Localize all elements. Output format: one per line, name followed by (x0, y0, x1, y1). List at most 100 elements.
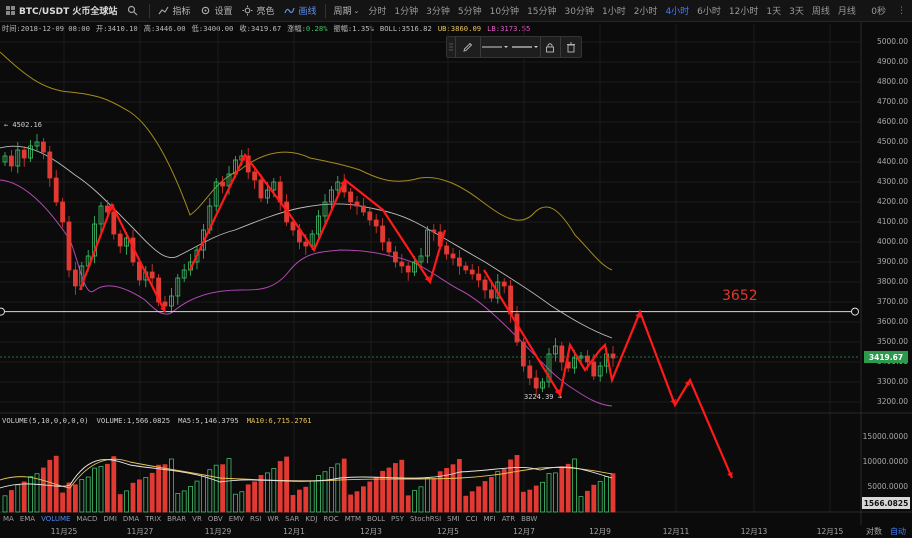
volume-bar (488, 476, 494, 513)
period-6[interactable]: 30分钟 (564, 7, 594, 17)
period-9[interactable]: 4小时 (665, 7, 690, 17)
period-0[interactable]: 分时 (368, 7, 387, 17)
date-tick: 12月11 (662, 527, 690, 536)
indicator-tab-atr[interactable]: ATR (501, 515, 516, 523)
indicator-tab-ema[interactable]: EMA (19, 515, 36, 523)
period-14[interactable]: 周线 (811, 7, 830, 17)
period-3[interactable]: 5分钟 (457, 7, 482, 17)
indicator-tab-dmi[interactable]: DMI (103, 515, 117, 523)
candle-body (533, 377, 539, 389)
indicator-tab-rsi[interactable]: RSI (249, 515, 262, 523)
indicator-tab-psy[interactable]: PSY (391, 515, 404, 523)
indicator-tab-ma[interactable]: MA (3, 515, 14, 523)
settings-button[interactable]: 设置 (195, 0, 237, 22)
period-7[interactable]: 1小时 (601, 7, 626, 17)
indicator-tab-macd[interactable]: MACD (76, 515, 98, 523)
lock-button[interactable] (541, 37, 561, 57)
indicator-tab-roc[interactable]: ROC (323, 515, 339, 523)
period-4[interactable]: 10分钟 (489, 7, 520, 17)
volume-bar (73, 484, 78, 513)
line-style-dropdown[interactable] (480, 37, 510, 57)
candle-body (15, 149, 21, 167)
volume-bar (143, 476, 149, 513)
volume-bar (188, 485, 194, 513)
indicator-tab-boll[interactable]: BOLL (367, 515, 386, 523)
indicator-tab-smi[interactable]: SMI (447, 515, 460, 523)
price-tick: 4000.00 (876, 237, 908, 246)
volume-bar (578, 496, 584, 513)
candle-body (469, 269, 475, 275)
volume-bar (610, 473, 616, 513)
indicator-tab-cci[interactable]: CCI (465, 515, 478, 523)
volume-ma5: MA5:5,146.3795 (178, 416, 239, 425)
drag-handle[interactable] (447, 37, 455, 57)
log-scale-button[interactable]: 对数 (866, 527, 882, 536)
period-13[interactable]: 3天 (789, 7, 804, 17)
period-12[interactable]: 1天 (766, 7, 782, 17)
indicator-icon (158, 6, 169, 15)
period-dropdown[interactable]: 周期 ⌄ (329, 0, 365, 22)
volume-bar (105, 463, 110, 513)
draw-button[interactable]: 画线 (279, 0, 321, 22)
theme-button[interactable]: 亮色 (237, 0, 279, 22)
arrowhead (684, 380, 690, 386)
indicator-tab-vr[interactable]: VR (192, 515, 202, 523)
volume-bar (469, 491, 475, 513)
info-open: 开:3410.10 (95, 24, 138, 33)
candle-body (28, 145, 34, 159)
indicator-tab-dma[interactable]: DMA (122, 515, 140, 523)
search-button[interactable] (122, 0, 146, 22)
info-amplitude: 振幅:1.35% (333, 24, 374, 33)
period-8[interactable]: 2小时 (633, 7, 658, 17)
more-button[interactable]: ⋮ (897, 5, 906, 16)
volume-bar (156, 464, 162, 513)
period-11[interactable]: 12小时 (728, 7, 759, 17)
indicator-tab-obv[interactable]: OBV (207, 515, 223, 523)
volume-bar (591, 484, 597, 513)
volume-bar (367, 481, 373, 513)
price-tick: 4300.00 (876, 177, 908, 186)
indicator-tab-mtm[interactable]: MTM (344, 515, 362, 523)
period-10[interactable]: 6小时 (697, 7, 721, 17)
volume-bar (418, 486, 424, 513)
candle-body (245, 155, 251, 173)
indicator-tab-volume[interactable]: VOLUME (41, 515, 71, 523)
candle-body (66, 221, 72, 271)
volume-bar (540, 481, 545, 513)
pencil-button[interactable] (456, 37, 480, 57)
period-15[interactable]: 月线 (837, 7, 856, 17)
wave-annotation-line (78, 202, 166, 313)
indicator-tab-wr[interactable]: WR (267, 515, 280, 523)
indicator-button[interactable]: 指标 (153, 0, 195, 22)
arrowhead (107, 205, 113, 211)
volume-bar (341, 458, 347, 513)
indicator-tab-emv[interactable]: EMV (228, 515, 244, 523)
period-5[interactable]: 15分钟 (527, 7, 557, 17)
volume-bar (437, 471, 443, 513)
volume-bar (117, 494, 123, 513)
delete-button[interactable] (561, 37, 581, 57)
indicator-tab-bbw[interactable]: BBW (521, 515, 538, 523)
indicator-tab-kdj[interactable]: KDJ (305, 515, 318, 523)
wave-annotation-line (483, 269, 734, 479)
candle-body (392, 251, 398, 263)
line-width-dropdown[interactable] (510, 37, 540, 57)
indicator-tab-mfi[interactable]: MFI (483, 515, 496, 523)
drawing-toolbar (446, 36, 582, 58)
indicator-tab-brar[interactable]: BRAR (167, 515, 187, 523)
theme-label: 亮色 (256, 7, 275, 17)
auto-scale-button[interactable]: 自动 (890, 527, 906, 536)
indicator-tab-trix[interactable]: TRIX (145, 515, 162, 523)
period-2[interactable]: 3分钟 (426, 7, 450, 17)
candle-body (354, 201, 360, 207)
volume-bar (194, 480, 200, 513)
volume-bar (386, 467, 392, 513)
symbol-selector[interactable]: BTC/USDT 火币全球站 (0, 0, 122, 22)
indicator-tab-stochrsi[interactable]: StochRSI (410, 515, 442, 523)
volume-bar (175, 492, 181, 513)
period-1[interactable]: 1分钟 (394, 7, 419, 17)
lock-icon (546, 42, 555, 52)
indicator-tab-sar[interactable]: SAR (285, 515, 300, 523)
candle-body (559, 345, 565, 363)
